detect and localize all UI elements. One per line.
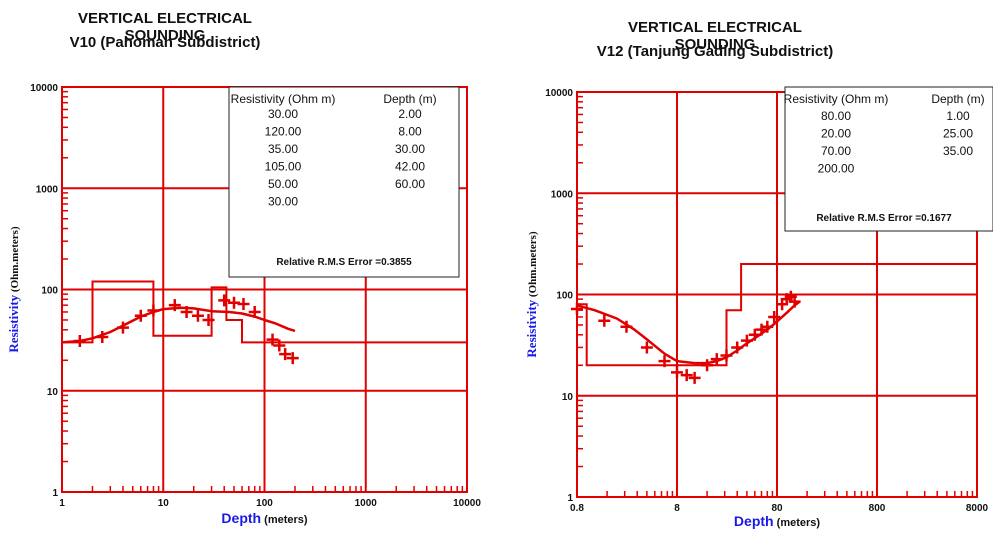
chart2-y-tick-label: 1 [567, 493, 573, 504]
chart1-x-tick-label: 10000 [453, 498, 481, 509]
chart2-table-header-resistivity: Resistivity (Ohm m) [784, 92, 889, 106]
chart1-y-tick-label: 10000 [30, 83, 58, 94]
chart1-x-tick-label: 1000 [355, 498, 378, 509]
chart2-observed-data-point [680, 369, 693, 382]
chart2-table-cell-resistivity: 80.00 [821, 109, 851, 123]
chart1-table-cell-depth: 60.00 [395, 177, 425, 191]
chart1-rms-error-label: Relative R.M.S Error =0.3855 [276, 257, 412, 268]
chart2-x-tick-label: 800 [869, 503, 886, 514]
chart1-table-cell-resistivity: 120.00 [265, 125, 302, 139]
chart1-table-header-depth: Depth (m) [383, 92, 436, 106]
chart1-observed-data-point [273, 339, 286, 352]
chart1-x-tick-label: 100 [256, 498, 273, 509]
chart1-y-tick-label: 1000 [36, 184, 59, 195]
chart1-y-tick-label: 100 [41, 286, 58, 297]
chart2-table-cell-resistivity: 70.00 [821, 144, 851, 158]
chart2-y-tick-label: 10000 [545, 88, 573, 99]
chart2-table-cell-depth: 35.00 [943, 144, 973, 158]
chart1-calculated-curve [61, 306, 296, 344]
chart2-x-tick-label: 8000 [966, 503, 989, 514]
chart2-x-tick-label: 8 [674, 503, 680, 514]
chart2-observed-data-point [768, 310, 781, 323]
chart2-table-cell-resistivity: 20.00 [821, 127, 851, 141]
chart1-y-axis-label: Resistivity (Ohm.meters) [6, 226, 21, 353]
chart1-observed-data-point [202, 313, 215, 326]
chart2-observed-data-point [671, 366, 683, 379]
chart2-observed-data-point [598, 314, 611, 327]
chart1-layer-model-line [62, 280, 467, 344]
chart2-observed-data-point [640, 341, 653, 354]
chart2-rms-error-label: Relative R.M.S Error =0.1677 [816, 213, 952, 224]
chart2-x-axis-label: Depth (meters) [734, 513, 820, 529]
chart1-table-cell-resistivity: 50.00 [268, 177, 298, 191]
chart2-calculated-curve [576, 300, 801, 365]
chart1-results-box [228, 86, 460, 278]
chart2-x-tick-label: 0.8 [570, 503, 584, 514]
chart1-table-cell-resistivity: 30.00 [268, 107, 298, 121]
chart1-title: VERTICAL ELECTRICAL SOUNDING [78, 10, 252, 44]
chart1-x-axis-label: Depth (meters) [221, 510, 307, 526]
chart1-y-tick-label: 10 [47, 387, 59, 398]
chart2-title: VERTICAL ELECTRICAL SOUNDING [628, 19, 802, 53]
chart1-observed-data-point [218, 294, 231, 307]
chart2-observed-data-point [688, 371, 701, 384]
chart1-table-cell-depth: 42.00 [395, 160, 425, 174]
chart2-y-axis-label: Resistivity (Ohm.meters) [524, 231, 539, 358]
chart2-table-header-depth: Depth (m) [931, 92, 984, 106]
chart1-table-cell-depth: 8.00 [398, 125, 422, 139]
chart2-table-cell-depth: 1.00 [946, 109, 970, 123]
chart1-x-tick-label: 10 [158, 498, 170, 509]
chart1-y-tick-label: 1 [52, 488, 58, 499]
chart1-x-tick-label: 1 [59, 498, 65, 509]
chart2-table-cell-resistivity: 200.00 [818, 162, 855, 176]
chart1-observed-data-point [279, 348, 292, 361]
chart1-table-cell-resistivity: 105.00 [265, 160, 302, 174]
chart1-table-header-resistivity: Resistivity (Ohm m) [231, 92, 336, 106]
chart1-observed-data-point [191, 309, 204, 322]
chart2-y-tick-label: 10 [562, 392, 574, 403]
chart2-layer-model-line [577, 263, 977, 367]
chart2-y-tick-label: 100 [556, 291, 573, 302]
chart2-table-cell-depth: 25.00 [943, 127, 973, 141]
chart1-table-cell-resistivity: 30.00 [268, 195, 298, 209]
chart1-subtitle: V10 (Pahoman Subdistrict) [69, 34, 261, 51]
chart2-x-tick-label: 80 [771, 503, 783, 514]
chart1-observed-data-point [286, 352, 299, 365]
chart1-table-cell-depth: 2.00 [398, 107, 422, 121]
vertical-electrical-sounding-chart-v10: 1 10 100 1000 10000 1 10 100 1000 10000 Depth (met… [6, 83, 481, 526]
chart1-table-cell-depth: 30.00 [395, 142, 425, 156]
chart1-observed-data-point [266, 333, 279, 346]
vertical-electrical-sounding-chart-v12: 0.8 8 80 800 8000 1 10 100 1000 10000 Depth (meter… [524, 86, 993, 529]
chart2-y-tick-label: 1000 [551, 189, 574, 200]
chart1-observed-data-point [237, 297, 250, 310]
chart1-table-cell-resistivity: 35.00 [268, 142, 298, 156]
chart2-subtitle: V12 (Tanjung Gading Subdistrict) [596, 43, 834, 60]
chart2-results-box [784, 86, 993, 232]
